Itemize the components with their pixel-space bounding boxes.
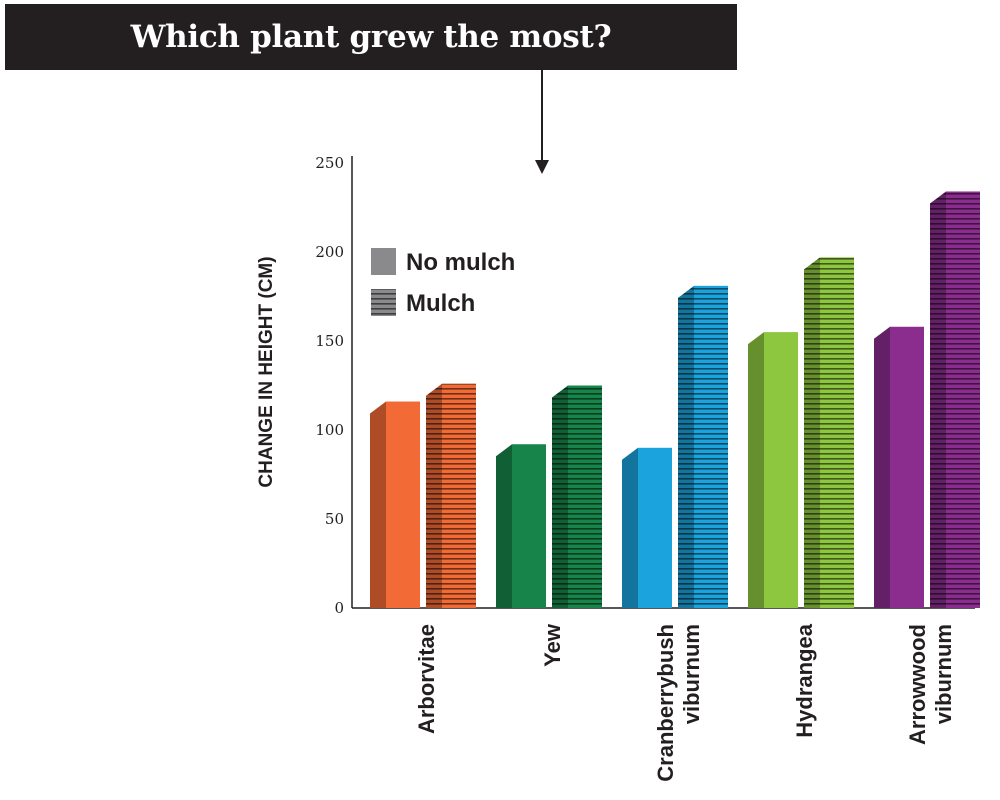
legend-label-mulch: Mulch bbox=[406, 290, 475, 317]
y-tick-label: 50 bbox=[325, 510, 344, 528]
y-axis-label: CHANGE IN HEIGHT (CM) bbox=[256, 256, 277, 487]
x-tick-label: Cranberrybush bbox=[653, 624, 678, 782]
bar-side bbox=[622, 447, 638, 608]
bar-side bbox=[370, 401, 386, 608]
y-tick-label: 250 bbox=[315, 154, 344, 172]
legend-label-no-mulch: No mulch bbox=[406, 249, 515, 276]
x-tick-label: viburnum bbox=[931, 624, 956, 724]
x-tick-label: Arrowwood bbox=[905, 624, 930, 745]
x-tick-label: Arborvitae bbox=[414, 624, 439, 734]
legend-swatch-mulch bbox=[371, 289, 396, 316]
bar-side bbox=[678, 285, 694, 608]
bar bbox=[890, 326, 924, 608]
y-tick-label: 200 bbox=[315, 243, 344, 261]
bar-side bbox=[496, 444, 512, 608]
bar-side bbox=[426, 383, 442, 608]
x-tick-label: Hydrangea bbox=[792, 623, 817, 737]
bar bbox=[764, 332, 798, 608]
pointer-arrow-line bbox=[541, 70, 543, 162]
bar-side bbox=[804, 257, 820, 608]
bar bbox=[512, 444, 546, 608]
pointer-arrow-head bbox=[535, 160, 549, 174]
y-tick-label: 150 bbox=[315, 332, 344, 350]
bar bbox=[946, 191, 980, 609]
bar bbox=[820, 257, 854, 608]
x-tick-label: Yew bbox=[540, 623, 565, 667]
title-banner: Which plant grew the most? bbox=[5, 4, 737, 70]
legend-swatch-no-mulch bbox=[371, 248, 396, 275]
bar bbox=[442, 383, 476, 608]
bar-side bbox=[874, 326, 890, 608]
bar bbox=[568, 385, 602, 608]
bar bbox=[386, 401, 420, 608]
bar bbox=[694, 285, 728, 608]
y-tick-label: 0 bbox=[334, 599, 344, 617]
bar bbox=[638, 447, 672, 608]
chart-title: Which plant grew the most? bbox=[130, 19, 612, 55]
bar-side bbox=[930, 191, 946, 609]
bar-side bbox=[552, 385, 568, 608]
y-tick-label: 100 bbox=[315, 421, 344, 439]
bar-side bbox=[748, 332, 764, 608]
x-tick-label: viburnum bbox=[679, 624, 704, 724]
